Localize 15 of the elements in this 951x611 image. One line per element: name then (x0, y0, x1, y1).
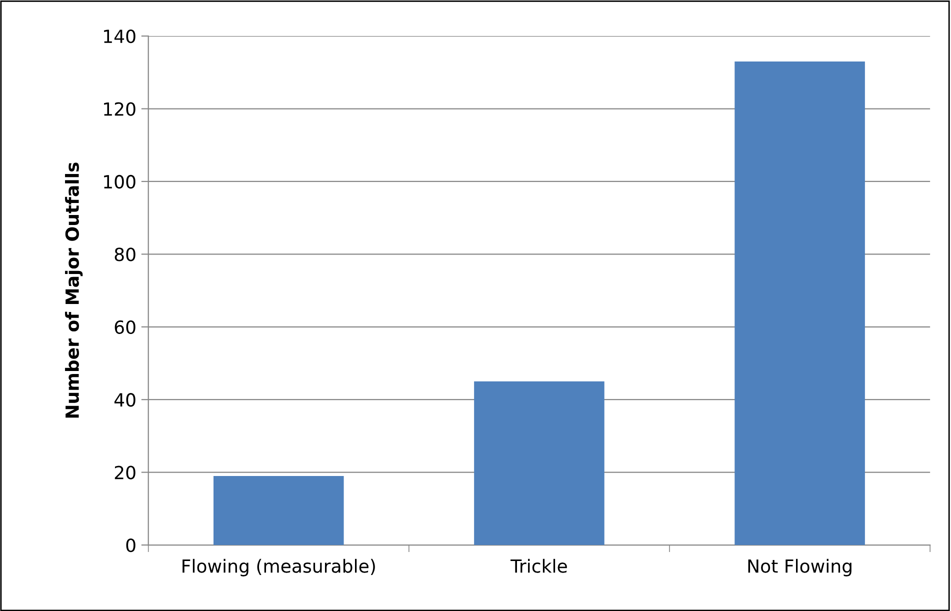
y-tick-label: 100 (104, 174, 136, 189)
bar (474, 381, 604, 546)
bar (734, 61, 865, 546)
x-tick-label: Trickle (510, 558, 567, 573)
y-axis-title: Number of Major Outfalls (65, 162, 83, 418)
x-tick-label: Flowing (measurable) (182, 558, 375, 576)
y-tick-label: 60 (114, 320, 136, 334)
y-tick-label: 80 (114, 248, 136, 262)
bar (214, 476, 344, 546)
x-tick-label: Not Flowing (748, 558, 852, 576)
y-tick-label: 140 (104, 30, 136, 44)
y-tick-label: 0 (126, 538, 136, 552)
y-tick-label: 20 (114, 466, 136, 480)
y-tick-label: 40 (114, 393, 136, 407)
y-tick-label: 120 (104, 102, 136, 116)
